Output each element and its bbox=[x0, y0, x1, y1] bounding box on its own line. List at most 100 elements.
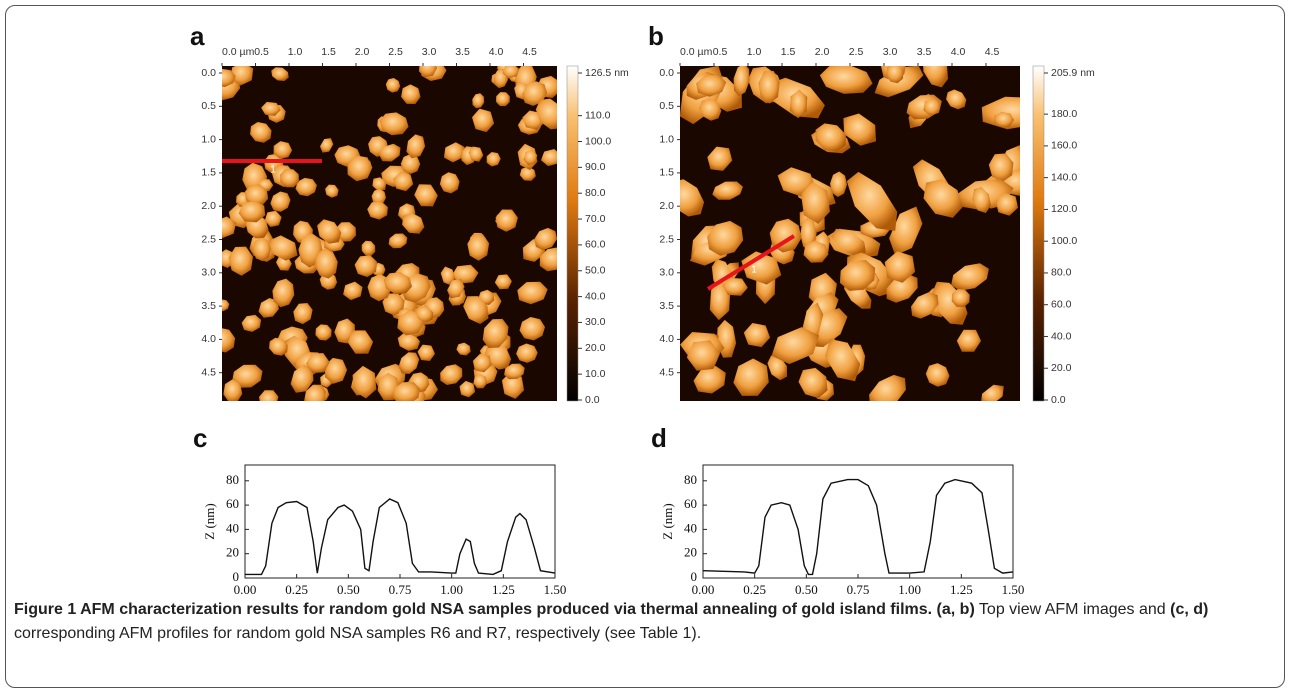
afm-island bbox=[388, 233, 408, 249]
afm-island bbox=[519, 166, 536, 181]
afm-island bbox=[712, 181, 743, 200]
colorbar bbox=[566, 65, 579, 402]
caption-run: (a, b) bbox=[936, 601, 975, 618]
afm-island bbox=[354, 255, 378, 277]
profile-curve bbox=[245, 498, 556, 576]
y-tick-label: 20 bbox=[226, 545, 239, 560]
y-tick-label: 3.0 bbox=[659, 267, 674, 279]
colorbar-label: 20.0 bbox=[585, 342, 606, 354]
afm-island bbox=[801, 181, 830, 224]
x-tick-label: 4.0 bbox=[489, 46, 504, 58]
caption-run: corresponding AFM profiles for random go… bbox=[14, 625, 702, 642]
afm-island bbox=[443, 142, 465, 163]
afm-island bbox=[771, 327, 820, 365]
y-tick-label: 4.5 bbox=[659, 366, 674, 378]
y-tick-label: 40 bbox=[684, 520, 697, 535]
afm-island bbox=[680, 179, 705, 217]
afm-island bbox=[290, 364, 314, 393]
panel-letter: c bbox=[193, 423, 207, 453]
y-tick-label: 1.5 bbox=[201, 167, 216, 179]
colorbar-label: 40.0 bbox=[585, 290, 606, 302]
y-tick-label: 0 bbox=[233, 569, 240, 584]
afm-island bbox=[981, 384, 1004, 401]
colorbar-label: 126.5 nm bbox=[585, 67, 629, 79]
afm-island bbox=[486, 152, 501, 167]
afm-island bbox=[418, 66, 438, 78]
profile-label: 1 bbox=[751, 265, 757, 276]
afm-island bbox=[223, 379, 243, 401]
afm-island bbox=[482, 318, 509, 348]
caption: Figure 1 AFM characterization results fo… bbox=[14, 598, 1276, 646]
afm-island bbox=[504, 363, 525, 380]
y-tick-label: 4.0 bbox=[201, 333, 216, 345]
figure-frame bbox=[5, 5, 1285, 688]
afm-island bbox=[241, 314, 262, 332]
x-tick-label: 2.0 bbox=[815, 46, 830, 58]
afm-island bbox=[252, 237, 271, 262]
afm-island bbox=[693, 365, 726, 394]
afm-island bbox=[440, 364, 463, 385]
y-tick-label: 4.0 bbox=[659, 333, 674, 345]
afm-island bbox=[535, 98, 557, 130]
x-tick-label: 0.0 µm bbox=[222, 46, 255, 58]
y-tick-label: 3.0 bbox=[201, 267, 216, 279]
afm-island bbox=[846, 171, 898, 231]
profile-line bbox=[706, 234, 796, 291]
afm-island bbox=[541, 149, 557, 167]
afm-island bbox=[269, 337, 288, 356]
afm-island bbox=[401, 84, 421, 104]
afm-island bbox=[250, 122, 272, 143]
y-axis-title: Z (nm) bbox=[202, 503, 217, 539]
y-tick-label: 4.5 bbox=[201, 366, 216, 378]
colorbar-label: 90.0 bbox=[585, 161, 606, 173]
afm-island bbox=[317, 219, 342, 244]
afm-island bbox=[400, 154, 421, 174]
afm-island bbox=[371, 188, 386, 205]
afm-island bbox=[696, 74, 727, 97]
afm-island bbox=[314, 248, 338, 279]
afm-island bbox=[522, 81, 548, 106]
colorbar-label: 30.0 bbox=[585, 316, 606, 328]
x-tick-label: 1.0 bbox=[288, 46, 303, 58]
afm-island bbox=[472, 353, 492, 373]
panel-letter: b bbox=[648, 21, 664, 51]
afm-island bbox=[539, 247, 557, 272]
x-tick-label: 1.50 bbox=[1002, 582, 1025, 597]
afm-island bbox=[402, 212, 425, 234]
afm-island bbox=[495, 209, 518, 232]
afm-island bbox=[304, 384, 327, 401]
x-tick-label: 1.25 bbox=[950, 582, 973, 597]
colorbar-label: 180.0 bbox=[1051, 108, 1077, 120]
afm-island bbox=[406, 134, 426, 159]
afm-island bbox=[258, 298, 279, 318]
afm-island bbox=[886, 66, 904, 84]
afm-island bbox=[523, 149, 538, 166]
afm-island bbox=[502, 66, 520, 79]
y-tick-label: 3.5 bbox=[201, 300, 216, 312]
afm-island bbox=[819, 66, 873, 94]
afm-island bbox=[417, 344, 435, 361]
afm-island bbox=[501, 371, 525, 399]
afm-island bbox=[758, 71, 780, 104]
y-tick-label: 0.5 bbox=[201, 100, 216, 112]
afm-island bbox=[398, 352, 420, 374]
afm-island bbox=[699, 98, 722, 121]
afm-island bbox=[519, 317, 545, 341]
colorbar-label: 20.0 bbox=[1051, 362, 1072, 374]
afm-island bbox=[988, 153, 1014, 182]
afm-island bbox=[440, 266, 456, 286]
x-tick-label: 3.5 bbox=[917, 46, 932, 58]
afm-island bbox=[733, 358, 769, 396]
afm-island bbox=[415, 305, 434, 323]
afm-island bbox=[361, 240, 376, 256]
y-tick-label: 1.5 bbox=[659, 167, 674, 179]
x-tick-label: 1.00 bbox=[440, 582, 463, 597]
colorbar-label: 205.9 nm bbox=[1051, 67, 1095, 79]
colorbar-label: 70.0 bbox=[585, 213, 606, 225]
plot-frame bbox=[244, 464, 556, 579]
x-tick-label: 1.5 bbox=[781, 46, 796, 58]
y-tick-label: 1.0 bbox=[201, 133, 216, 145]
x-tick-label: 0.50 bbox=[337, 582, 360, 597]
afm-island bbox=[946, 89, 967, 110]
y-tick-label: 3.5 bbox=[659, 300, 674, 312]
